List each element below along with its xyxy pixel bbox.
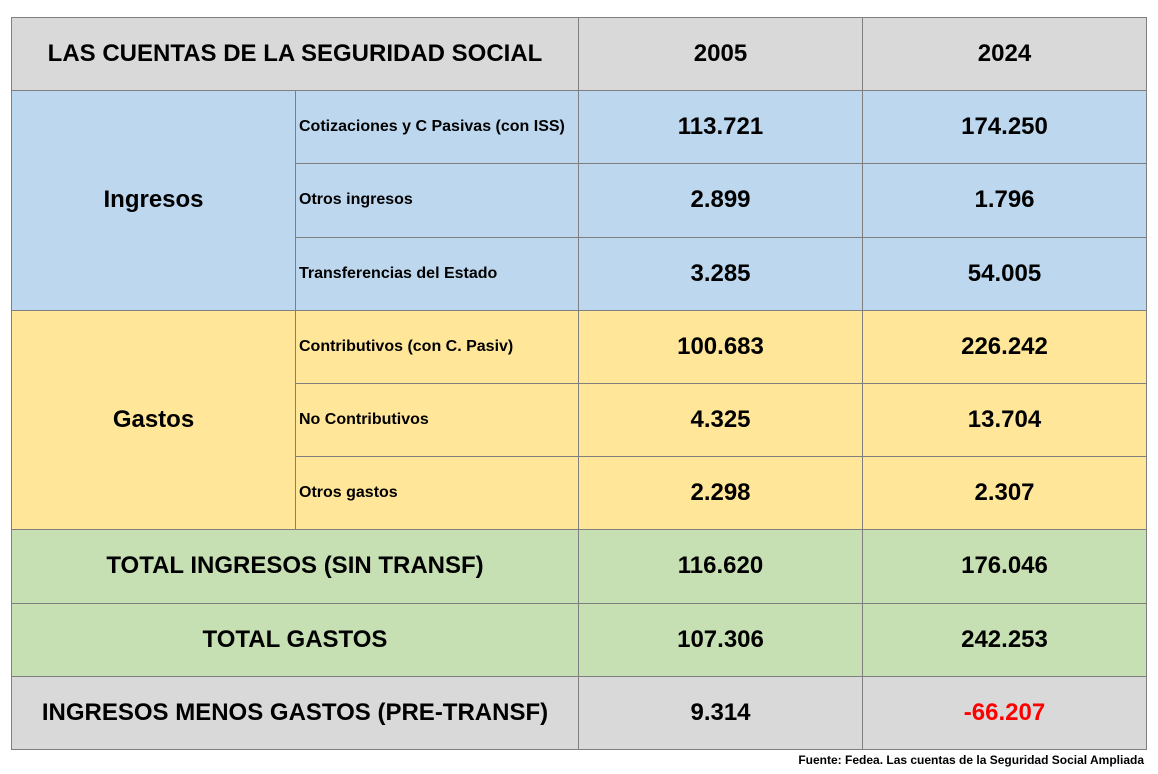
value-cell: 174.250 (862, 90, 1147, 165)
total-value: 176.046 (862, 529, 1147, 604)
total-value: 9.314 (578, 675, 863, 750)
source-note: Fuente: Fedea. Las cuentas de la Segurid… (798, 753, 1144, 767)
value-cell: 226.242 (862, 309, 1147, 384)
row-label: Otros gastos (295, 456, 579, 531)
group-label: Gastos (11, 309, 296, 531)
value-cell: 113.721 (578, 90, 863, 165)
total-value: 107.306 (578, 602, 863, 677)
row-label: Transferencias del Estado (295, 236, 579, 311)
year-header: 2005 (578, 17, 863, 92)
value-cell: 2.298 (578, 456, 863, 531)
row-label: Otros ingresos (295, 163, 579, 238)
value-cell: 2.899 (578, 163, 863, 238)
total-label: TOTAL GASTOS (11, 602, 579, 677)
value-cell: 2.307 (862, 456, 1147, 531)
value-cell: 3.285 (578, 236, 863, 311)
value-cell: 13.704 (862, 383, 1147, 458)
row-label: Contributivos (con C. Pasiv) (295, 309, 579, 384)
total-label: TOTAL INGRESOS (SIN TRANSF) (11, 529, 579, 604)
value-cell: 100.683 (578, 309, 863, 384)
total-value: 242.253 (862, 602, 1147, 677)
year-header: 2024 (862, 17, 1147, 92)
total-value: -66.207 (862, 675, 1147, 750)
value-cell: 54.005 (862, 236, 1147, 311)
row-label: Cotizaciones y C Pasivas (con ISS) (295, 90, 579, 165)
header-title: LAS CUENTAS DE LA SEGURIDAD SOCIAL (11, 17, 579, 92)
value-cell: 1.796 (862, 163, 1147, 238)
total-value: 116.620 (578, 529, 863, 604)
total-label: INGRESOS MENOS GASTOS (PRE-TRANSF) (11, 675, 579, 750)
value-cell: 4.325 (578, 383, 863, 458)
group-label: Ingresos (11, 90, 296, 311)
row-label: No Contributivos (295, 383, 579, 458)
